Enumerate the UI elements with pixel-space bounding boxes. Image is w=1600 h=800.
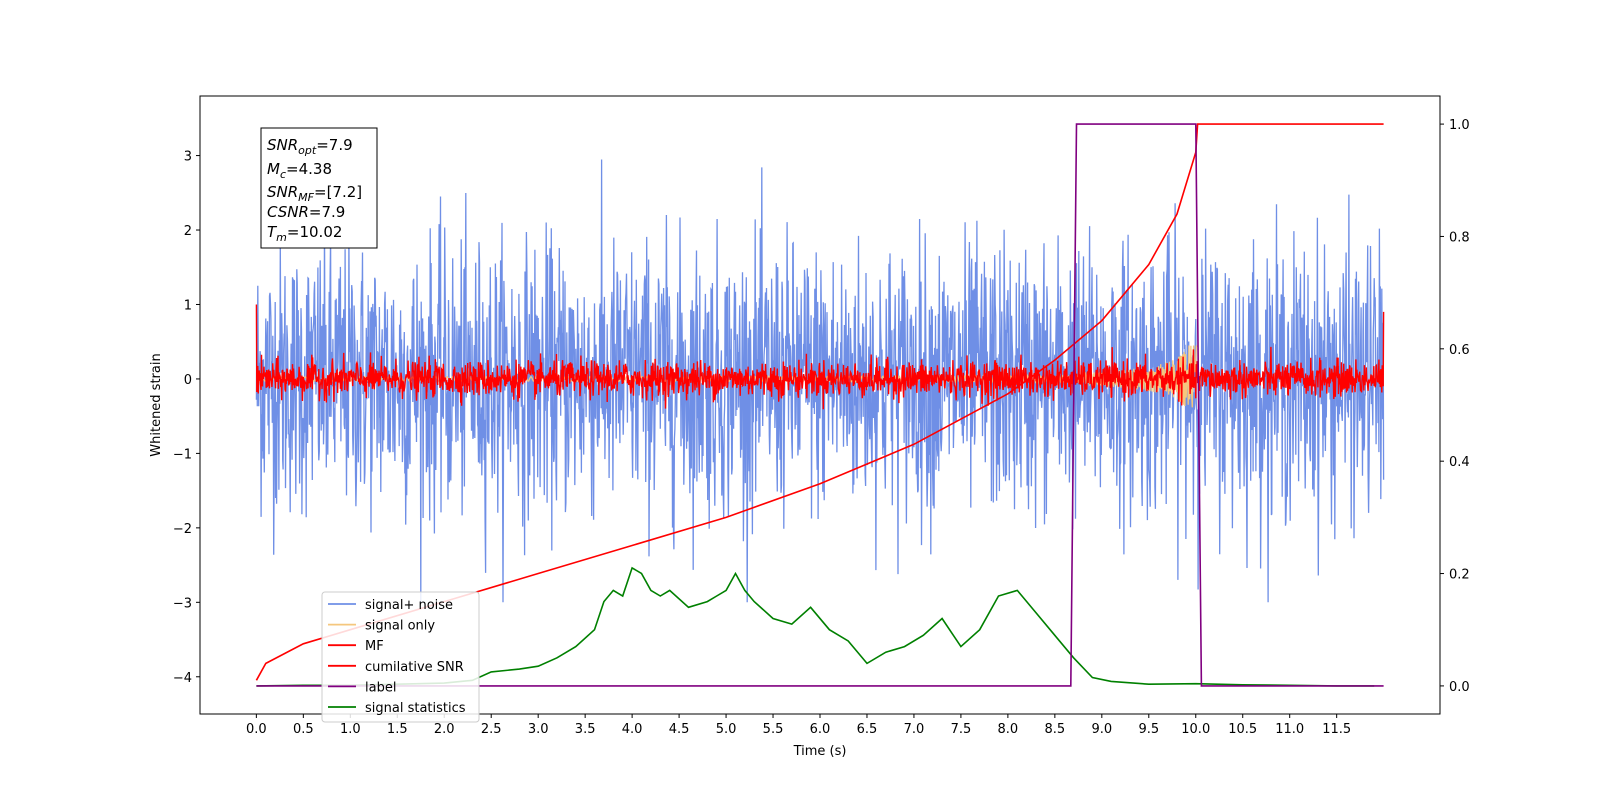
y-left-tick-label: −2	[173, 522, 192, 537]
legend-entry: cumilative SNR	[365, 660, 464, 675]
y-right-tick-label: 1.0	[1449, 118, 1470, 133]
x-tick-label: 10.5	[1228, 722, 1257, 737]
x-tick-label: 5.5	[763, 722, 784, 737]
y-right-tick-label: 0.6	[1449, 343, 1470, 358]
x-tick-label: 3.5	[575, 722, 596, 737]
x-tick-label: 9.0	[1091, 722, 1112, 737]
x-tick-label: 3.0	[528, 722, 549, 737]
y-right-tick-label: 0.8	[1449, 230, 1470, 245]
series-signal-noise-line	[255, 159, 1385, 603]
x-tick-label: 1.5	[387, 722, 408, 737]
series-signal-statistics-line	[256, 566, 1375, 687]
x-tick-label: 5.0	[716, 722, 737, 737]
y-left-tick-label: −4	[173, 671, 192, 686]
annotation-merger-time: Tm=10.02	[267, 223, 342, 244]
annotation-chirp-mass: Mc=4.38	[267, 160, 332, 181]
x-tick-label: 0.0	[246, 722, 267, 737]
x-tick-label: 4.0	[622, 722, 643, 737]
series-label-line	[256, 123, 1384, 687]
annotation-box: SNRopt=7.9 Mc=4.38 SNRMF=[7.2] CSNR=7.9 …	[260, 127, 378, 249]
legend-entry: MF	[365, 639, 384, 654]
x-tick-label: 11.0	[1275, 722, 1304, 737]
legend-entry: signal statistics	[365, 701, 466, 716]
legend: signal+ noise signal only MF cumilative SNR…	[321, 591, 480, 723]
y-left-tick-label: 3	[184, 150, 192, 165]
x-tick-label: 2.5	[481, 722, 502, 737]
y-left-tick-label: −1	[173, 447, 192, 462]
annotation-csnr: CSNR=7.9	[267, 203, 345, 221]
x-tick-label: 9.5	[1138, 722, 1159, 737]
legend-entry: signal+ noise	[365, 598, 453, 613]
x-axis-label: Time (s)	[793, 744, 847, 759]
y-left-tick-label: −3	[173, 596, 192, 611]
y-left-tick-label: 2	[184, 224, 192, 239]
x-tick-label: 6.5	[857, 722, 878, 737]
annotation-snr-opt: SNRopt=7.9	[267, 136, 353, 157]
x-tick-label: 6.0	[810, 722, 831, 737]
y-axis-label: Whitened strain	[149, 353, 164, 456]
y-right-tick-label: 0.2	[1449, 568, 1470, 583]
x-tick-label: 4.5	[669, 722, 690, 737]
x-tick-label: 1.0	[340, 722, 361, 737]
x-tick-label: 8.5	[1045, 722, 1066, 737]
y-right-tick-label: 0.0	[1449, 680, 1470, 695]
legend-entry: label	[365, 680, 396, 695]
y-left-tick-label: 0	[184, 373, 192, 388]
x-tick-label: 7.5	[951, 722, 972, 737]
y-left-tick-label: 1	[184, 298, 192, 313]
x-tick-label: 7.0	[904, 722, 925, 737]
annotation-snr-mf: SNRMF=[7.2]	[267, 183, 362, 204]
x-tick-label: 10.0	[1181, 722, 1210, 737]
y-right-tick-label: 0.4	[1449, 455, 1470, 470]
x-tick-label: 2.0	[434, 722, 455, 737]
axis-ticks: 0.0 0.5 1.0 1.5 2.0 2.5 3.0 3.5 4.0 4.5 5.0 5.5 6.0 6…	[173, 118, 1470, 737]
x-tick-label: 11.5	[1322, 722, 1351, 737]
series-mf-line	[255, 304, 1385, 410]
x-tick-label: 0.5	[293, 722, 314, 737]
x-tick-label: 8.0	[998, 722, 1019, 737]
legend-entry: signal only	[365, 619, 435, 634]
